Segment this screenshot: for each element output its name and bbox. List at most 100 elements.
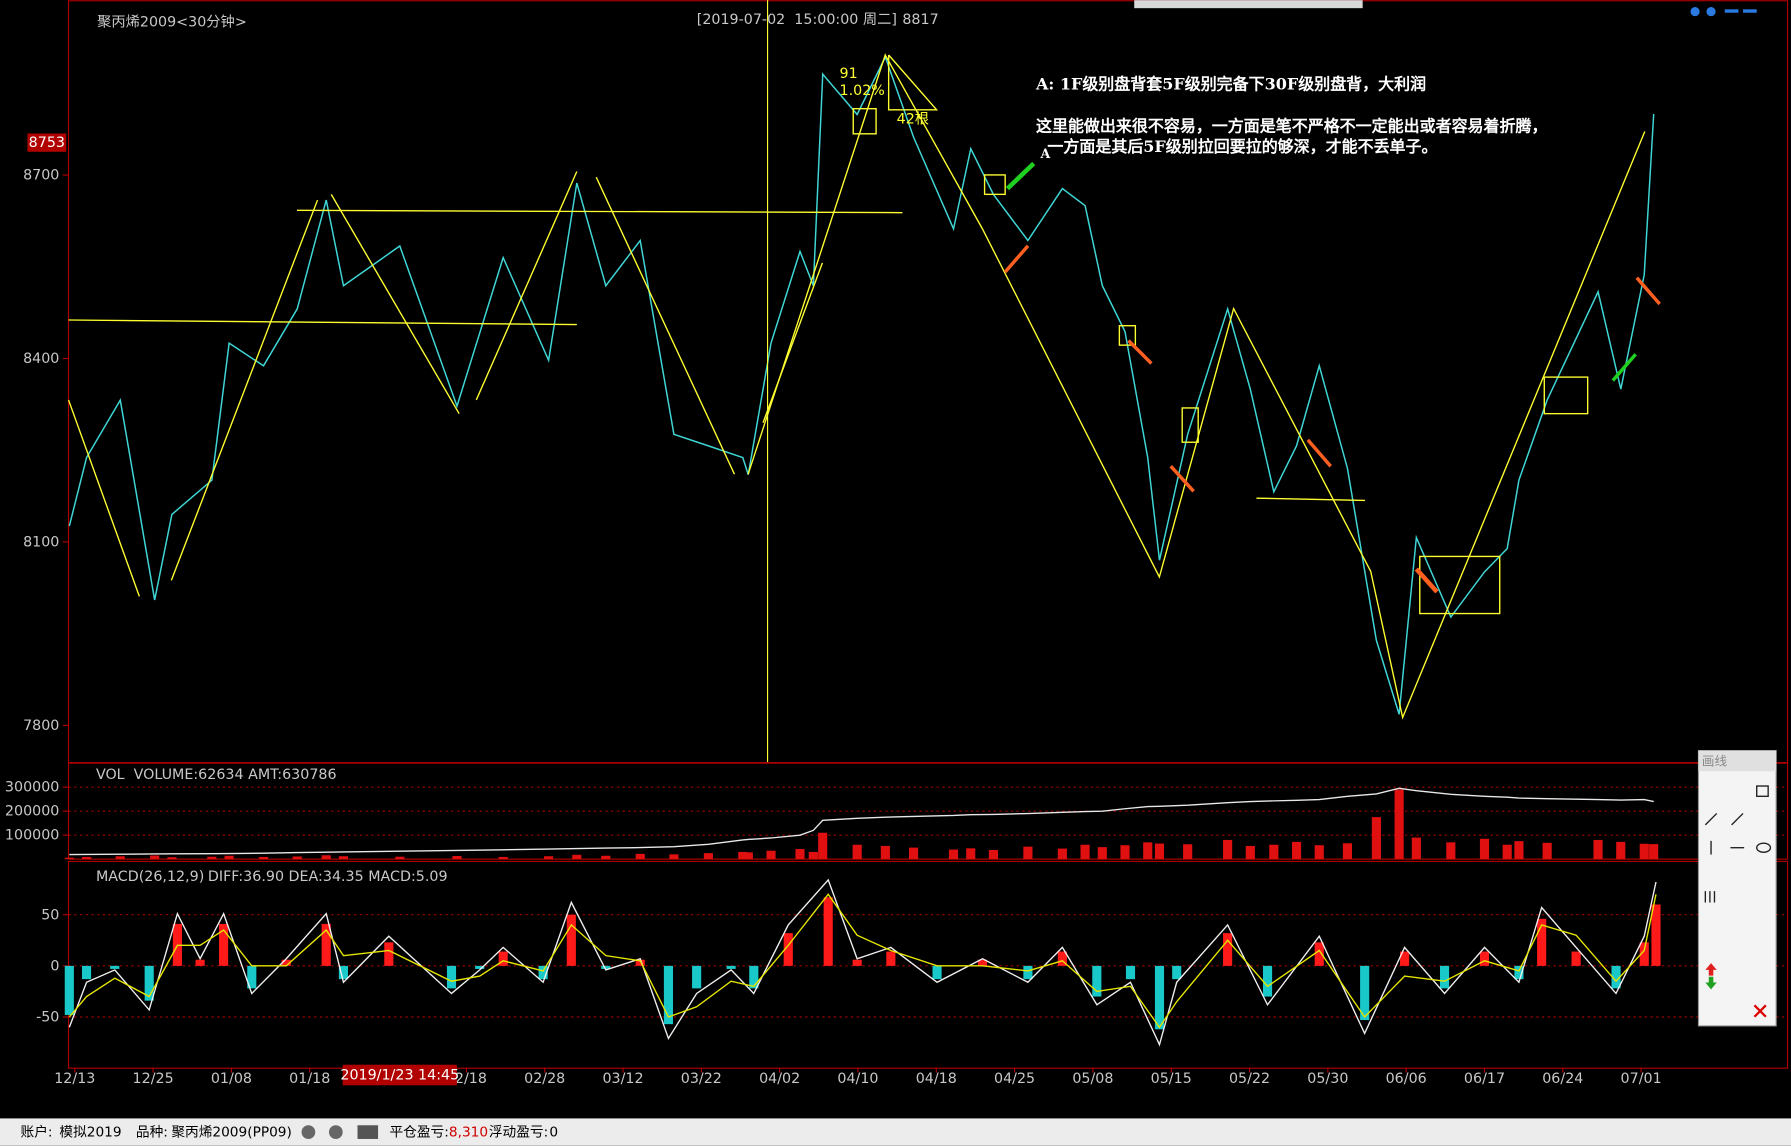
triangle (887, 54, 939, 111)
bar (321, 855, 331, 860)
scroll-left[interactable] (1724, 9, 1739, 13)
bar (538, 965, 548, 980)
bar (1120, 845, 1130, 860)
bar (1057, 951, 1067, 966)
bar (207, 856, 217, 860)
zoom-in[interactable] (1690, 7, 1700, 17)
bar (749, 965, 759, 989)
bar (395, 856, 405, 860)
bar (1400, 951, 1410, 966)
x-tick-label: 04/25 (994, 1071, 1035, 1087)
bar (1542, 842, 1552, 860)
tool-delete[interactable] (1753, 1004, 1767, 1018)
level-line (296, 209, 903, 214)
tool-ellipse[interactable] (1756, 842, 1772, 853)
bar (726, 965, 736, 969)
bar (498, 951, 508, 966)
bar (1649, 844, 1659, 860)
stroke (475, 171, 578, 401)
x-tick-label: 01/08 (211, 1071, 252, 1087)
bar (948, 849, 959, 860)
bar (219, 923, 229, 966)
y-tick-label: 300000 (5, 780, 59, 796)
bar (81, 856, 92, 860)
bar (966, 848, 976, 860)
bar (572, 854, 582, 860)
bar (932, 965, 942, 980)
bar (1269, 844, 1279, 860)
symbol-title: 聚丙烯2009<30分钟> (97, 13, 247, 30)
bar (1411, 837, 1421, 860)
x-tick-label: 05/08 (1072, 1071, 1113, 1087)
x-tick-label: 04/02 (759, 1071, 800, 1087)
bar (150, 855, 160, 860)
bar (544, 856, 554, 860)
series-line (68, 878, 1657, 1047)
minus-button[interactable] (301, 1125, 316, 1139)
tab-strip[interactable] (1134, 0, 1363, 9)
y-tick-label: 200000 (5, 804, 59, 820)
bar (1023, 846, 1033, 860)
bar (1183, 844, 1193, 860)
bar (692, 965, 702, 989)
header-price: 8817 (902, 12, 938, 28)
bar (766, 850, 776, 860)
zoom-out[interactable] (1706, 7, 1716, 17)
bar (475, 965, 485, 969)
bar (452, 856, 462, 860)
tool-rect[interactable] (1756, 785, 1769, 797)
x-tick-label: 05/22 (1229, 1071, 1270, 1087)
tool-down-arrow[interactable] (1705, 976, 1717, 990)
green-arrow (1005, 161, 1036, 191)
bar (1097, 847, 1107, 860)
x-tick-label: 06/24 (1542, 1071, 1583, 1087)
bar (1291, 841, 1302, 860)
bar (1479, 838, 1490, 860)
annotation: A: 1F级别盘背套5F级别完备下30F级别盘背，大利润 (1035, 74, 1426, 93)
status-label: 浮动盈亏: (489, 1125, 548, 1141)
bar (635, 959, 645, 966)
last-price-label: 8753 (29, 135, 65, 151)
stroke (330, 194, 460, 415)
bar (886, 951, 896, 966)
level-line (68, 319, 577, 326)
tool-up-arrow[interactable] (1705, 963, 1717, 976)
plus-button[interactable] (328, 1125, 343, 1139)
bar (281, 959, 291, 966)
bar (1616, 841, 1626, 860)
bar (81, 965, 92, 980)
x-tick-label: 03/12 (602, 1071, 643, 1087)
bar (823, 897, 833, 966)
bar (1651, 904, 1661, 966)
bar (908, 847, 919, 860)
bar (663, 965, 674, 1025)
bar (1154, 965, 1165, 1030)
tool-line[interactable] (1704, 812, 1718, 826)
x-tick-label: 12/13 (54, 1071, 95, 1087)
bar (1479, 951, 1490, 966)
trade-button[interactable] (357, 1125, 379, 1139)
x-tick-label: 06/17 (1464, 1071, 1505, 1087)
box (983, 174, 1006, 196)
tool-ray[interactable] (1731, 812, 1744, 826)
bar (64, 857, 74, 860)
bar (224, 855, 234, 860)
bar (1262, 965, 1273, 997)
bar (1537, 918, 1547, 966)
bar (1571, 951, 1581, 966)
bar (1611, 965, 1621, 989)
account-select[interactable]: 模拟2019 (59, 1125, 121, 1141)
volume-title: VOL (96, 767, 125, 783)
bar (988, 850, 999, 860)
bar (783, 933, 793, 966)
orange-arrow (1306, 438, 1332, 468)
bar (1154, 843, 1165, 860)
bar (1314, 845, 1324, 860)
scroll-right[interactable] (1743, 9, 1757, 13)
status-label: 账户: (21, 1124, 53, 1141)
symbol-select[interactable]: 聚丙烯2009(PP09) (171, 1125, 292, 1141)
bar (808, 851, 818, 860)
level-line (1256, 497, 1365, 502)
